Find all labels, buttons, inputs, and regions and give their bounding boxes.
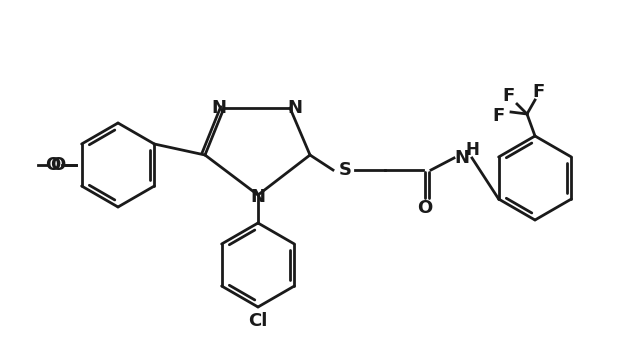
Text: N: N <box>211 99 227 117</box>
Text: N: N <box>287 99 303 117</box>
Text: Cl: Cl <box>248 312 268 330</box>
Text: F: F <box>533 83 545 101</box>
Text: N: N <box>250 188 266 206</box>
Text: N: N <box>454 149 470 167</box>
Text: F: F <box>493 107 505 125</box>
Text: F: F <box>503 87 515 105</box>
Text: H: H <box>465 141 479 159</box>
Text: O: O <box>417 199 433 217</box>
Text: S: S <box>339 161 351 179</box>
Text: O: O <box>45 156 60 174</box>
Text: O: O <box>51 156 66 174</box>
